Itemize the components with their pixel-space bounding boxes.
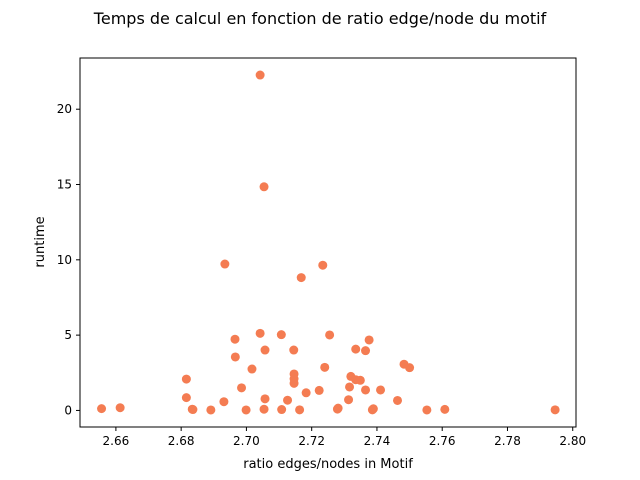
- x-axis-label: ratio edges/nodes in Motif: [243, 457, 413, 472]
- data-point: [206, 405, 216, 415]
- data-point: [440, 404, 450, 414]
- x-tick-label: 2.72: [298, 434, 325, 448]
- data-point: [289, 378, 299, 388]
- data-point: [97, 404, 107, 414]
- chart-title: Temps de calcul en fonction de ratio edg…: [93, 9, 547, 28]
- data-point: [260, 345, 270, 355]
- data-point: [230, 352, 240, 362]
- data-point: [405, 363, 415, 373]
- data-point: [355, 375, 365, 385]
- data-point: [364, 335, 374, 345]
- data-point: [393, 395, 403, 405]
- data-point: [361, 385, 371, 395]
- y-axis-label: runtime: [33, 216, 48, 267]
- y-axis-ticks: 0 5 10 15 20: [57, 102, 80, 417]
- data-point: [181, 374, 191, 384]
- data-point: [230, 334, 240, 344]
- x-tick-label: 2.76: [429, 434, 456, 448]
- y-tick-label: 0: [64, 403, 72, 417]
- x-tick-label: 2.66: [103, 434, 130, 448]
- data-point: [289, 345, 299, 355]
- y-tick-label: 20: [57, 102, 72, 116]
- data-point: [188, 405, 198, 415]
- x-tick-label: 2.80: [559, 434, 586, 448]
- data-point: [333, 403, 343, 413]
- data-point: [295, 405, 305, 415]
- y-tick-label: 5: [64, 328, 72, 342]
- y-tick-label: 10: [57, 253, 72, 267]
- data-point: [255, 70, 265, 80]
- data-point: [422, 405, 432, 415]
- data-point: [241, 405, 251, 415]
- data-point: [314, 385, 324, 395]
- data-point: [351, 344, 361, 354]
- x-axis-ticks: 2.66 2.68 2.70 2.72 2.74 2.76 2.78 2.80: [103, 427, 586, 448]
- data-point: [368, 404, 378, 414]
- data-point: [260, 394, 270, 404]
- data-point: [325, 330, 335, 340]
- x-tick-label: 2.70: [233, 434, 260, 448]
- data-point: [345, 382, 355, 392]
- data-point: [344, 395, 354, 405]
- data-point: [277, 405, 287, 415]
- data-point: [550, 405, 560, 415]
- data-point: [320, 362, 330, 372]
- data-point: [115, 403, 125, 413]
- data-point: [219, 397, 229, 407]
- data-points: [97, 70, 560, 415]
- data-point: [276, 330, 286, 340]
- data-point: [361, 346, 371, 356]
- data-point: [259, 404, 269, 414]
- data-point: [237, 383, 247, 393]
- data-point: [181, 393, 191, 403]
- data-point: [220, 259, 230, 269]
- data-point: [255, 328, 265, 338]
- plot-area-frame: [79, 57, 577, 428]
- data-point: [296, 273, 306, 283]
- data-point: [247, 364, 257, 374]
- data-point: [283, 395, 293, 405]
- y-tick-label: 15: [57, 178, 72, 192]
- data-point: [301, 388, 311, 398]
- data-point: [318, 260, 328, 270]
- x-tick-label: 2.78: [494, 434, 521, 448]
- x-tick-label: 2.68: [168, 434, 195, 448]
- data-point: [259, 182, 269, 192]
- x-tick-label: 2.74: [364, 434, 391, 448]
- data-point: [376, 385, 386, 395]
